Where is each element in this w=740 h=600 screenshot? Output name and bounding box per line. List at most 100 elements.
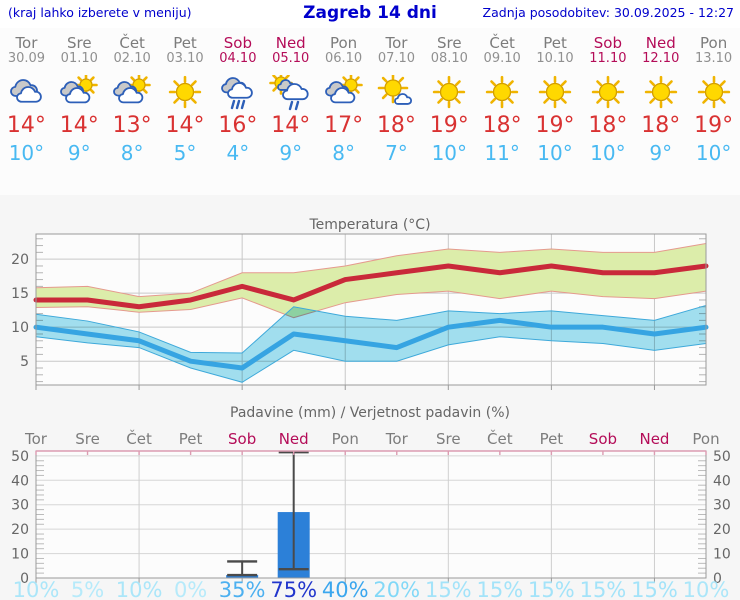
temp-max: 18°: [641, 113, 681, 138]
day-name: Pet: [173, 34, 197, 52]
day-date: 02.10: [113, 51, 151, 66]
day-name: Sre: [66, 34, 92, 52]
forecast-day: Čet 02.10 13° 8°: [106, 28, 159, 195]
sunny-icon: [644, 75, 677, 109]
day-name: Pon: [329, 34, 358, 52]
weather-icon-wrap: [529, 75, 582, 111]
forecast-day: Ned 05.10 14° 9°: [264, 28, 317, 195]
temp-min: 9°: [649, 141, 673, 165]
precip-probability-label: 10%: [683, 578, 730, 600]
forecast-day: Čet 09.10 18° 11°: [476, 28, 529, 195]
sun-rain-icon: [268, 75, 309, 111]
day-name: Ned: [645, 34, 676, 52]
precip-day-label: Tor: [24, 430, 48, 448]
svg-text:5: 5: [20, 354, 29, 370]
precip-probability-label: 15%: [528, 578, 575, 600]
precip-probability-label: 15%: [580, 578, 627, 600]
temp-max: 19°: [535, 113, 575, 138]
forecast-day: Ned 12.10 18° 9°: [634, 28, 687, 195]
day-date: 30.09: [7, 51, 46, 66]
weather-icon-wrap: [370, 75, 423, 111]
temp-min: 4°: [226, 141, 250, 165]
precip-probability-label: 15%: [631, 578, 678, 600]
day-date: 06.10: [324, 51, 363, 66]
last-updated: Zadnja posodobitev: 30.09.2025 - 12:27: [482, 5, 734, 20]
forecast-day: Pet 03.10 14° 5°: [159, 28, 212, 195]
precip-probability-label: 15%: [425, 578, 472, 600]
precip-probability-label: 40%: [322, 578, 369, 600]
weather-icon-wrap: [687, 75, 740, 111]
day-date: 11.10: [589, 51, 627, 66]
temp-min: 10°: [8, 141, 45, 165]
precip-day-label: Pon: [692, 430, 719, 448]
day-name: Sob: [593, 34, 622, 52]
temp-max: 18°: [376, 113, 416, 138]
precip-day-label: Čet: [487, 429, 513, 448]
svg-text:10: 10: [713, 547, 731, 563]
precip-day-label: Sre: [436, 430, 461, 448]
page-title: Zagreb 14 dni: [303, 3, 437, 23]
precip-probability-label: 10%: [116, 578, 163, 600]
svg-text:15: 15: [11, 286, 29, 302]
forecast-day: Pet 10.10 19° 10°: [529, 28, 582, 195]
precip-day-label: Pet: [540, 430, 564, 448]
forecast-day: Sre 08.10 19° 10°: [423, 28, 476, 195]
day-name: Tor: [15, 34, 38, 52]
day-date: 07.10: [377, 51, 416, 66]
forecast-day: Sob 04.10 16° 4°: [211, 28, 264, 195]
temp-max: 13°: [112, 113, 152, 138]
sunny-icon: [485, 75, 519, 109]
temp-max: 14°: [271, 113, 311, 138]
precip-day-label: Sob: [589, 430, 617, 448]
temp-max: 14°: [6, 113, 46, 138]
day-date: 12.10: [642, 51, 680, 66]
temp-max: 19°: [429, 113, 469, 138]
temperature-chart: 5 10 15 20: [11, 233, 709, 390]
svg-text:40: 40: [11, 473, 29, 489]
forecast-day: Tor 07.10 18° 7°: [370, 28, 423, 195]
partly-icon: [60, 75, 99, 104]
day-name: Pet: [543, 34, 567, 52]
temp-min: 9°: [279, 141, 303, 165]
day-name: Tor: [385, 34, 408, 52]
temperature-chart-title: Temperatura (°C): [309, 217, 431, 233]
precip-probability-label: 5%: [71, 578, 104, 600]
header: (kraj lahko izberete v meniju) Zagreb 14…: [0, 0, 740, 28]
weather-icon-wrap: [317, 75, 370, 111]
precip-probability-label: 10%: [13, 578, 60, 600]
svg-text:20: 20: [713, 522, 731, 538]
svg-text:10: 10: [11, 547, 29, 563]
temp-max: 16°: [218, 113, 258, 138]
day-name: Čet: [119, 34, 145, 52]
sunny-icon: [433, 75, 466, 109]
day-date: 08.10: [430, 51, 468, 66]
precip-day-label: Sre: [75, 430, 100, 448]
temp-min: 11°: [484, 141, 520, 165]
svg-text:30: 30: [713, 498, 731, 514]
temp-min: 8°: [120, 141, 144, 165]
temp-max: 14°: [165, 113, 205, 138]
day-date: 13.10: [694, 51, 733, 66]
day-date: 01.10: [60, 51, 98, 66]
precipitation-chart-title: Padavine (mm) / Verjetnost padavin (%): [230, 405, 510, 421]
day-date: 05.10: [272, 51, 310, 66]
temp-max: 19°: [694, 113, 734, 138]
precip-day-label: Sob: [228, 430, 256, 448]
weather-icon-wrap: [159, 75, 212, 111]
sunny-icon: [538, 75, 572, 109]
precip-probability-label: 35%: [219, 578, 266, 600]
day-date: 10.10: [536, 51, 574, 66]
forecast-strip: Tor 30.09 14° 10° Sre 01.10 14° 9° Čet 02.10 13° 8°…: [0, 28, 740, 195]
svg-text:50: 50: [11, 449, 29, 465]
partly-icon: [113, 75, 151, 104]
svg-text:30: 30: [11, 498, 29, 514]
temp-min: 9°: [67, 141, 91, 165]
region-hint: (kraj lahko izberete v meniju): [8, 5, 192, 20]
precip-probability-label: 20%: [373, 578, 420, 600]
precip-day-label: Ned: [639, 430, 669, 448]
temp-max: 17°: [324, 113, 364, 138]
precip-day-label: Ned: [279, 430, 309, 448]
forecast-day: Pon 13.10 19° 10°: [687, 28, 740, 195]
